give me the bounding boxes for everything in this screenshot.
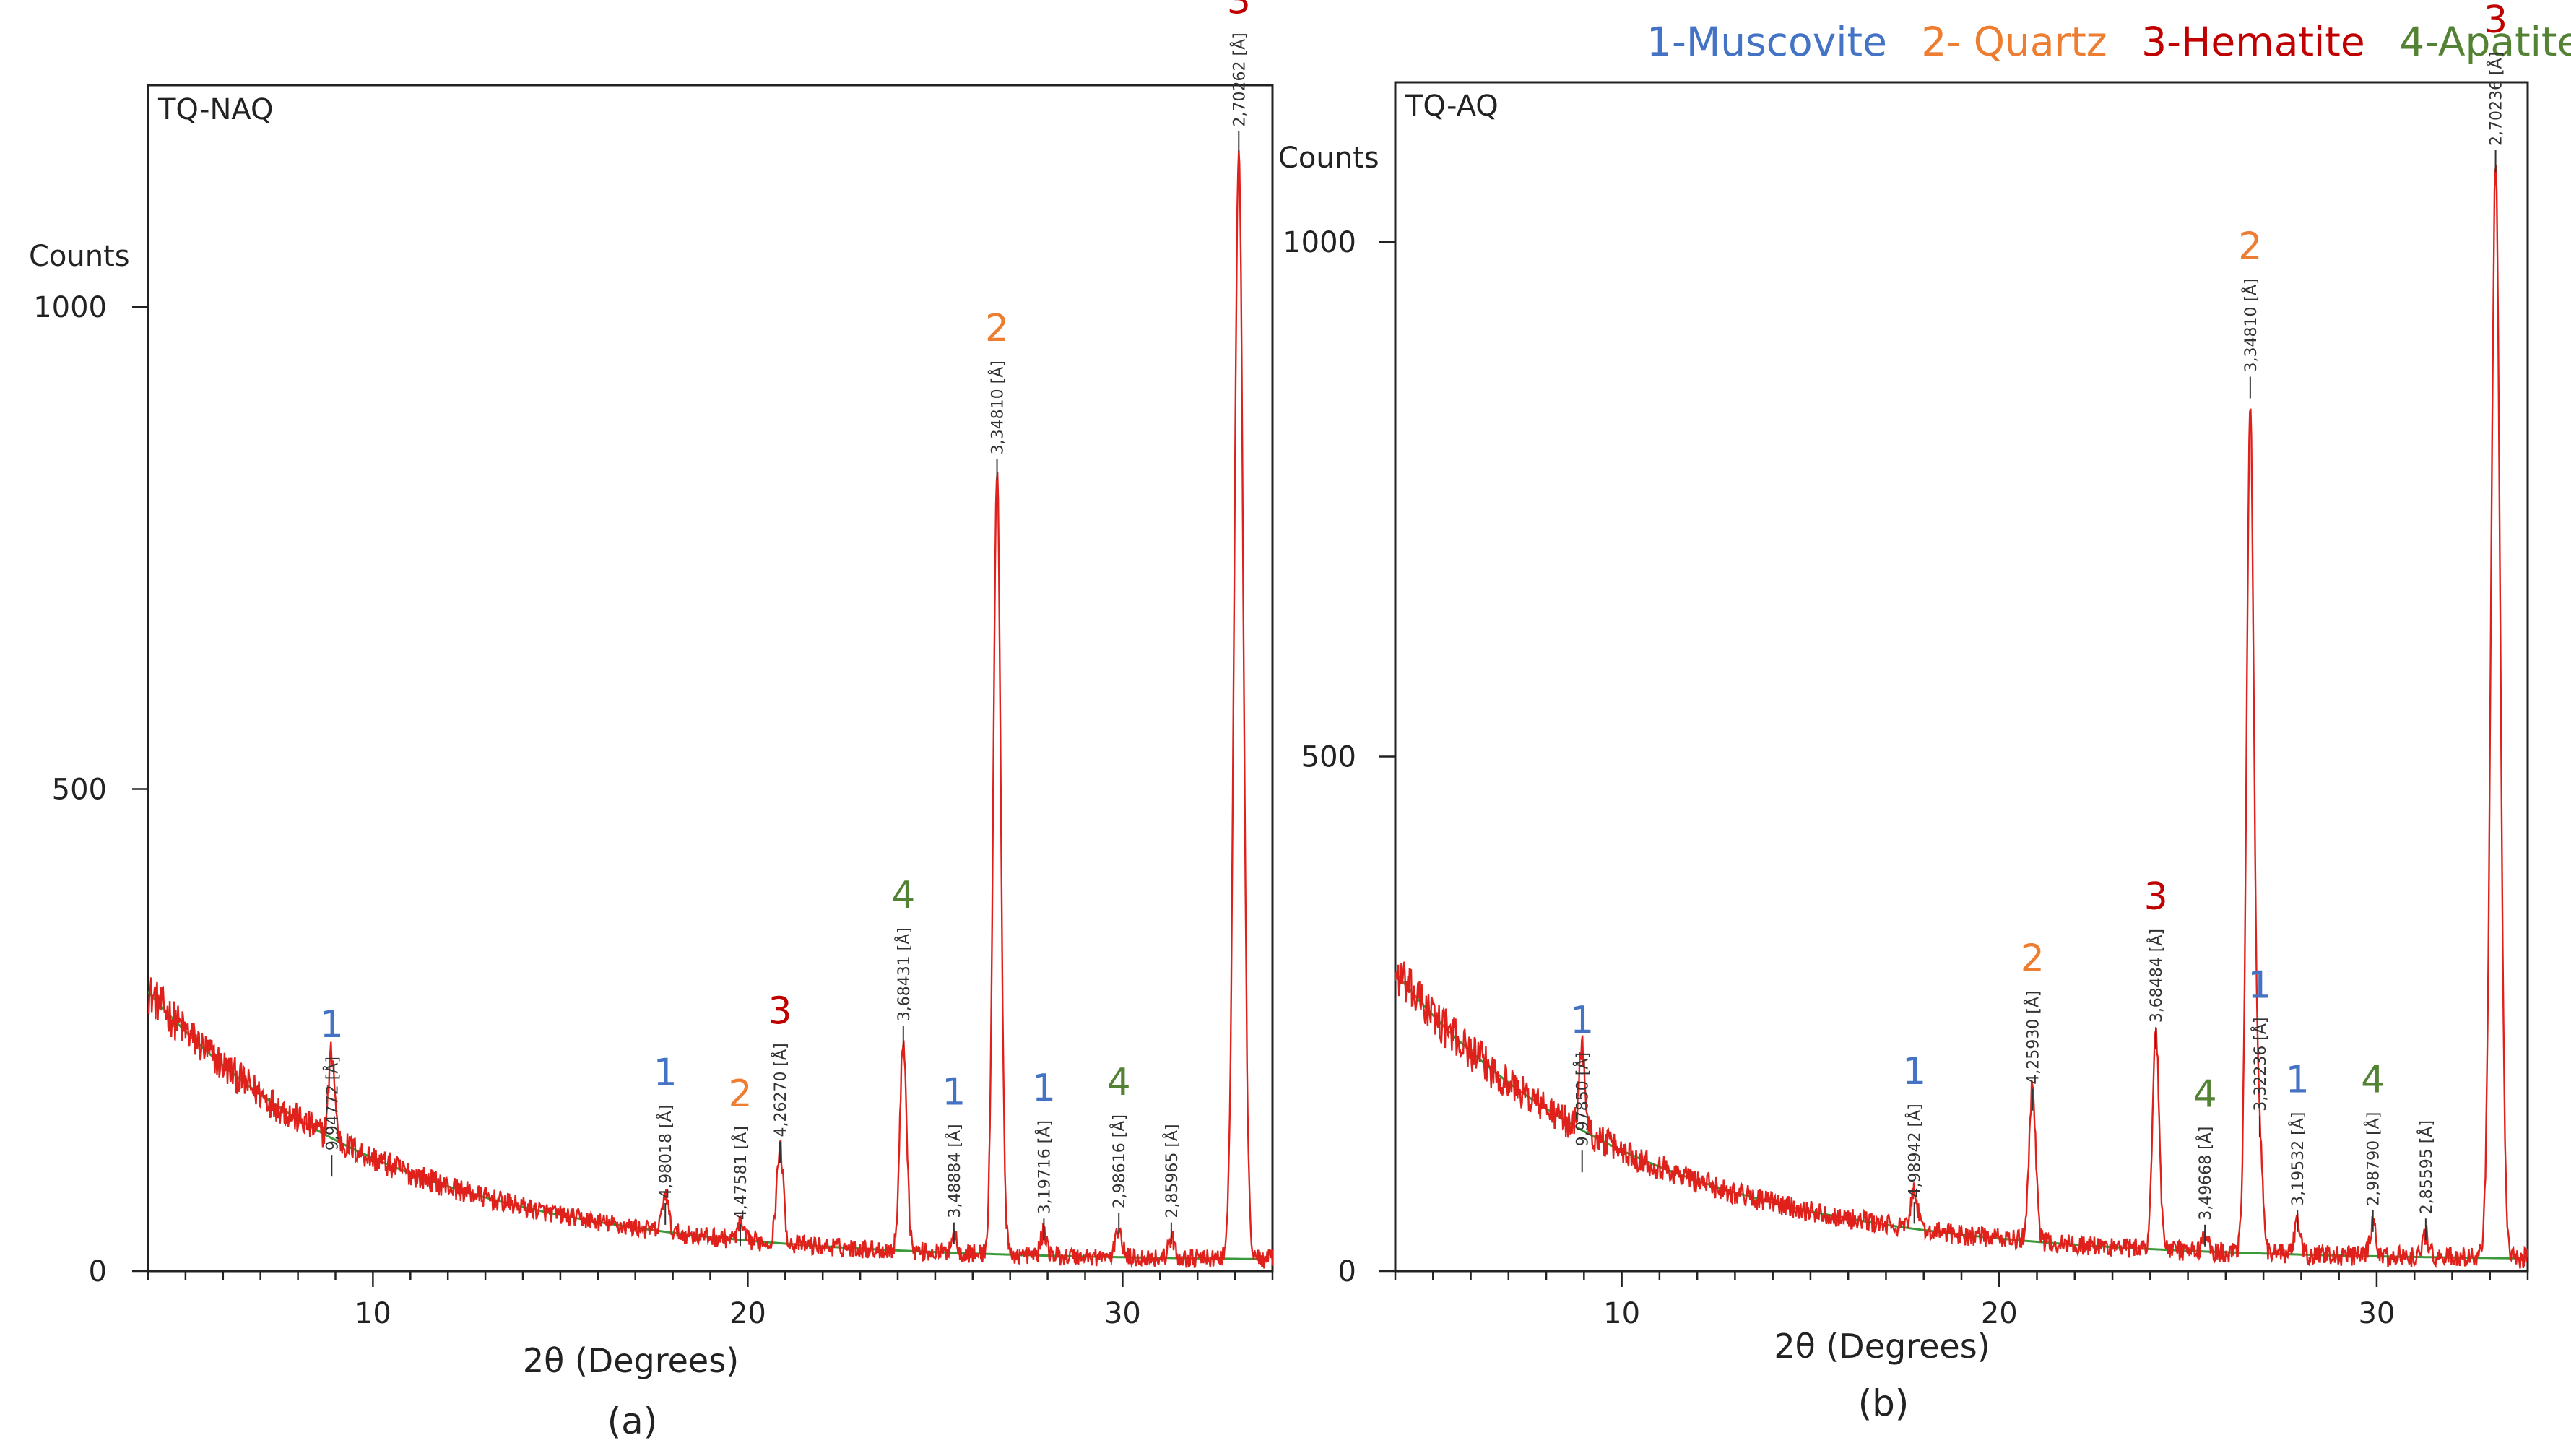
- x-axis-label: 2θ (Degrees): [523, 1341, 739, 1380]
- sample-label: TQ-NAQ: [157, 93, 274, 126]
- phase-number-label: 1: [1032, 1067, 1056, 1110]
- phase-number-label: 2: [728, 1072, 752, 1116]
- chart-panel-a: 10 20 30 0 500 1000 Counts 2θ (Degrees) (a) TQ-NA…: [29, 0, 1274, 1442]
- legend-item-muscovite: 1-Muscovite: [1647, 19, 1887, 65]
- d-spacing-label: 2,85965 [Å]: [1162, 1124, 1182, 1218]
- x-tick-label: 30: [1104, 1297, 1141, 1330]
- plot-frame: [147, 84, 1274, 1273]
- d-spacing-label: 4,98018 [Å]: [656, 1105, 675, 1199]
- d-spacing-label: 2,98790 [Å]: [2364, 1112, 2383, 1206]
- panel-label: (b): [1858, 1382, 1909, 1424]
- d-spacing-label: 2,70262 [Å]: [1229, 32, 1249, 126]
- d-spacing-label: 4,47581 [Å]: [731, 1126, 750, 1220]
- y-axis-label: Counts: [1278, 142, 1379, 175]
- x-tick-label: 20: [729, 1297, 766, 1330]
- d-spacing-label: 2,85595 [Å]: [2416, 1120, 2436, 1214]
- phase-number-label: 4: [2193, 1073, 2217, 1117]
- d-spacing-label: 2,70236 [Å]: [2487, 52, 2506, 146]
- y-tick-label: 1000: [33, 291, 107, 324]
- d-spacing-label: 9,97850 [Å]: [1573, 1052, 1592, 1146]
- y-tick-label: 500: [1301, 740, 1356, 774]
- legend-item-apatite: 4-Apatite: [2399, 19, 2571, 65]
- d-spacing-label: 4,98942 [Å]: [1905, 1104, 1925, 1197]
- x-tick-label: 20: [1981, 1297, 2018, 1330]
- x-tick-label: 10: [355, 1297, 391, 1330]
- phase-number-label: 1: [2286, 1059, 2310, 1102]
- y-tick-label: 0: [1338, 1255, 1356, 1288]
- d-spacing-label: 3,34810 [Å]: [2241, 278, 2260, 372]
- d-spacing-label: 3,34810 [Å]: [988, 360, 1007, 454]
- phase-number-label: 2: [985, 307, 1009, 350]
- phase-number-label: 2: [2238, 225, 2262, 268]
- phase-number-label: 4: [1107, 1061, 1131, 1104]
- chart-panel-b: 10 20 30 0 500 1000 Counts 2θ (Degrees) (b) TQ-AQ…: [1278, 0, 2529, 1424]
- phase-number-label: 4: [891, 874, 915, 917]
- d-spacing-label: 4,25930 [Å]: [2023, 990, 2042, 1084]
- phase-number-label: 1: [942, 1070, 966, 1114]
- d-spacing-label: 3,68431 [Å]: [894, 927, 914, 1021]
- d-spacing-label: 3,68484 [Å]: [2146, 929, 2166, 1023]
- d-spacing-label: 4,26270 [Å]: [771, 1043, 790, 1137]
- d-spacing-label: 3,19716 [Å]: [1034, 1120, 1054, 1214]
- phase-number-label: 3: [1227, 0, 1251, 22]
- legend-item-hematite: 3-Hematite: [2141, 19, 2365, 65]
- phase-number-label: 2: [2021, 937, 2045, 980]
- sample-label: TQ-AQ: [1405, 90, 1499, 123]
- y-axis-label: Counts: [29, 240, 130, 273]
- y-tick-label: 500: [52, 774, 107, 807]
- phase-number-label: 1: [1902, 1050, 1926, 1093]
- phase-number-label: 4: [2361, 1059, 2385, 1102]
- x-axis-label: 2θ (Degrees): [1774, 1327, 1990, 1366]
- panel-label: (a): [607, 1400, 658, 1442]
- y-tick-label: 0: [89, 1255, 107, 1288]
- xrd-pattern-line: [1395, 165, 2528, 1269]
- legend-item-quartz: 2- Quartz: [1921, 19, 2107, 65]
- d-spacing-label: 3,48884 [Å]: [945, 1124, 964, 1218]
- phase-number-label: 1: [1570, 999, 1594, 1042]
- d-spacing-label: 3,32236 [Å]: [2250, 1018, 2270, 1112]
- phase-legend: 1-Muscovite 2- Quartz 3-Hematite 4-Apati…: [1647, 19, 2571, 65]
- d-spacing-label: 3,19532 [Å]: [2288, 1112, 2307, 1206]
- phase-number-label: 3: [768, 989, 792, 1033]
- phase-number-label: 3: [2484, 0, 2507, 42]
- y-tick-label: 1000: [1283, 226, 1356, 259]
- d-spacing-label: 3,49668 [Å]: [2195, 1127, 2215, 1221]
- d-spacing-label: 9,94772 [Å]: [322, 1057, 342, 1150]
- phase-number-label: 1: [320, 1003, 344, 1046]
- x-tick-label: 10: [1603, 1297, 1640, 1330]
- phase-number-label: 1: [654, 1052, 677, 1095]
- phase-number-label: 1: [2247, 964, 2271, 1008]
- x-tick-label: 30: [2358, 1297, 2395, 1330]
- phase-number-label: 3: [2144, 875, 2168, 919]
- plot-frame: [1394, 81, 2529, 1273]
- xrd-pattern-line: [148, 150, 1273, 1269]
- d-spacing-label: 2,98616 [Å]: [1109, 1114, 1129, 1208]
